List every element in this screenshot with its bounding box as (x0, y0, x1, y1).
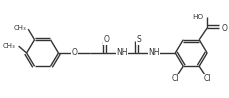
Text: CH₃: CH₃ (14, 25, 27, 31)
Text: NH: NH (116, 49, 127, 58)
Text: S: S (136, 35, 140, 44)
Text: CH₃: CH₃ (2, 43, 15, 49)
Text: O: O (71, 49, 77, 58)
Text: NH: NH (148, 49, 159, 58)
Text: O: O (221, 24, 226, 33)
Text: HO: HO (191, 14, 202, 20)
Text: Cl: Cl (202, 74, 210, 83)
Text: Cl: Cl (171, 74, 178, 83)
Text: O: O (103, 35, 109, 44)
